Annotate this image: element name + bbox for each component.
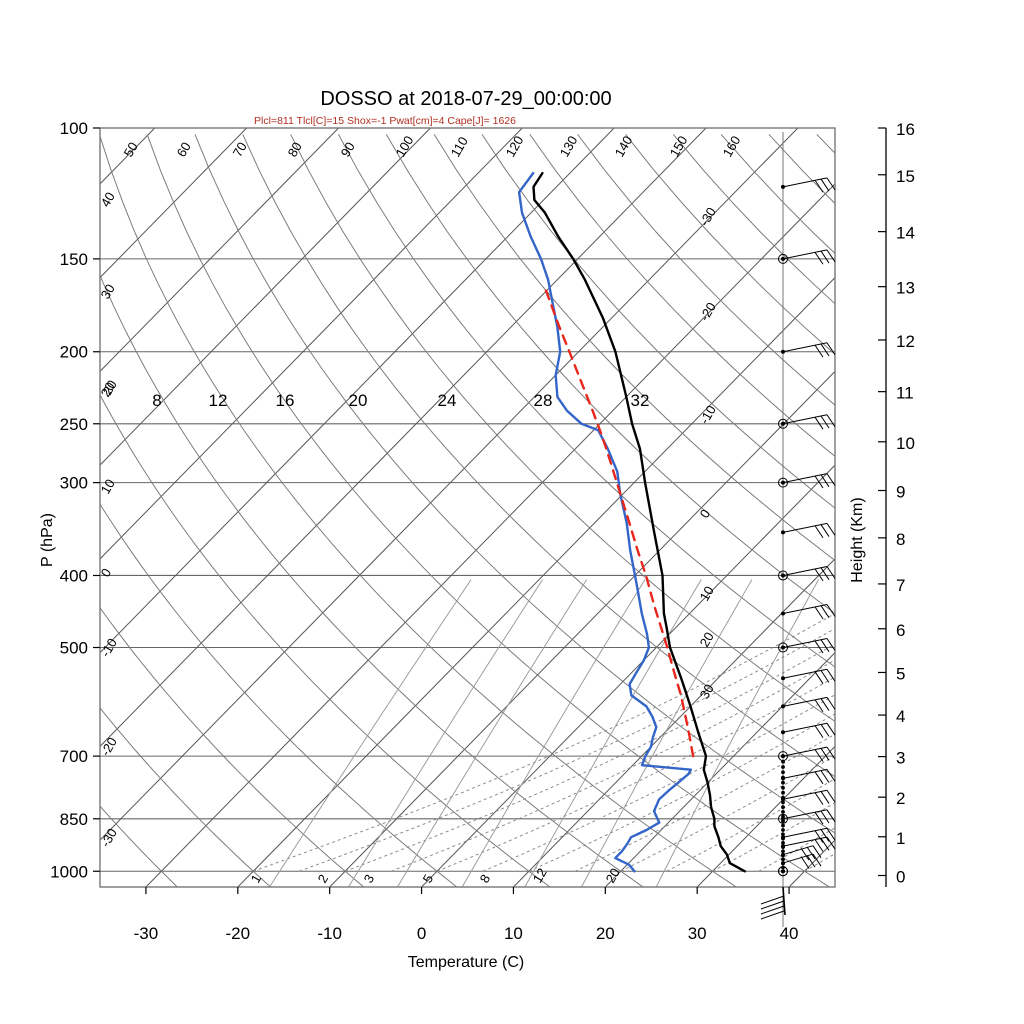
- isotherm-label-right: 30: [697, 681, 717, 701]
- height-axis-tick: 8: [896, 530, 905, 549]
- wind-barb: [781, 565, 836, 582]
- y-axis-tick: 200: [60, 343, 88, 362]
- wind-barb: [781, 414, 836, 430]
- height-axis-tick: 10: [896, 434, 915, 453]
- right-axis-label: Height (Km): [849, 497, 866, 582]
- x-axis-tick: 30: [688, 924, 707, 943]
- height-axis-tick: 1: [896, 829, 905, 848]
- dry-adiabat-label-top: 60: [174, 139, 194, 159]
- profile-curves: [517, 171, 746, 873]
- y-axis-tick: 100: [60, 119, 88, 138]
- isotherm-label-mid: 24: [438, 391, 457, 410]
- height-axis-tick: 9: [896, 483, 905, 502]
- height-axis-tick: 6: [896, 621, 905, 640]
- height-axis-tick: 7: [896, 576, 905, 595]
- wind-barb: [781, 722, 836, 738]
- height-axis-tick: 13: [896, 279, 915, 298]
- y-axis-tick: 700: [60, 747, 88, 766]
- mixing-ratio-label: 12: [530, 865, 550, 885]
- height-axis-tick: 3: [896, 749, 905, 768]
- wind-barb: [781, 522, 836, 539]
- profile-parcel: [542, 284, 695, 758]
- x-axis-tick: 10: [504, 924, 523, 943]
- isotherm-label-left: 10: [98, 476, 118, 496]
- height-axis-tick: 12: [896, 332, 915, 351]
- y-axis-tick: 150: [60, 250, 88, 269]
- wind-barb: [781, 768, 836, 785]
- x-axis-tick: 40: [780, 924, 799, 943]
- dry-adiabat-label-top: 50: [121, 139, 141, 159]
- wind-barb-column: [760, 132, 836, 927]
- x-axis-tick: 0: [417, 924, 426, 943]
- height-axis-tick: 14: [896, 224, 915, 243]
- y-axis-tick: 500: [60, 639, 88, 658]
- wind-barb: [781, 342, 836, 358]
- sounding-stats-subtitle: Plcl=811 Tlcl[C]=15 Shox=-1 Pwat[cm]=4 C…: [254, 115, 516, 127]
- height-axis-tick: 5: [896, 664, 905, 683]
- height-axis-tick: 2: [896, 789, 905, 808]
- wind-barb: [781, 604, 836, 620]
- x-axis-tick: -10: [317, 924, 342, 943]
- wind-barb: [781, 473, 836, 489]
- wind-barb: [781, 668, 836, 684]
- height-axis-tick: 16: [896, 120, 915, 139]
- wind-barb: [781, 638, 836, 654]
- y-axis-tick: 850: [60, 810, 88, 829]
- isotherm-label-mid-left: 20: [100, 377, 120, 397]
- isotherm-label-right: 10: [697, 583, 717, 603]
- grid-labels: 50 60 70 80 90 100 110 120 130 140 150 160403020100…: [98, 133, 744, 885]
- y-axis-label: P (hPa): [39, 513, 56, 567]
- x-axis-tick: 20: [596, 924, 615, 943]
- isotherm-label-mid: 20: [349, 391, 368, 410]
- y-axis-tick: 400: [60, 566, 88, 585]
- isotherm-label-mid: 8: [152, 391, 161, 410]
- dry-adiabat-label-left: 40: [98, 189, 118, 209]
- dry-adiabat-label-top: 80: [285, 139, 305, 159]
- dry-adiabat-label-top: 90: [338, 139, 358, 159]
- isotherm-label-mid: 28: [534, 391, 553, 410]
- wind-barb: [781, 696, 836, 713]
- height-axis-tick: 0: [896, 867, 905, 886]
- height-axis-tick: 15: [896, 167, 915, 186]
- wind-barb: [781, 249, 836, 265]
- x-axis-label: Temperature (C): [408, 954, 524, 971]
- x-axis-tick: -30: [134, 924, 159, 943]
- wind-barb: [781, 177, 836, 193]
- y-axis-tick: 1000: [50, 862, 88, 881]
- x-axis-tick: -20: [226, 924, 251, 943]
- isotherm-label-left: 30: [98, 281, 118, 301]
- height-axis-tick: 4: [896, 707, 905, 726]
- isotherm-label-mid: 16: [276, 391, 295, 410]
- height-axis-tick: 11: [896, 384, 914, 403]
- page-title: DOSSO at 2018-07-29_00:00:00: [320, 88, 611, 110]
- mixing-ratio-label: 20: [603, 865, 623, 885]
- isotherm-label-left: 20: [98, 379, 118, 399]
- isotherm-label-mid: 12: [209, 391, 228, 410]
- dry-adiabat-label-top: 70: [230, 139, 250, 159]
- y-axis-tick: 300: [60, 474, 88, 493]
- profile-temperature: [532, 171, 746, 873]
- isotherm-label-right: 20: [697, 629, 717, 649]
- profile-dewpoint: [517, 171, 693, 873]
- grid-layer: [99, 127, 836, 888]
- y-axis-tick: 250: [60, 415, 88, 434]
- isotherm-label-mid: 32: [631, 391, 650, 410]
